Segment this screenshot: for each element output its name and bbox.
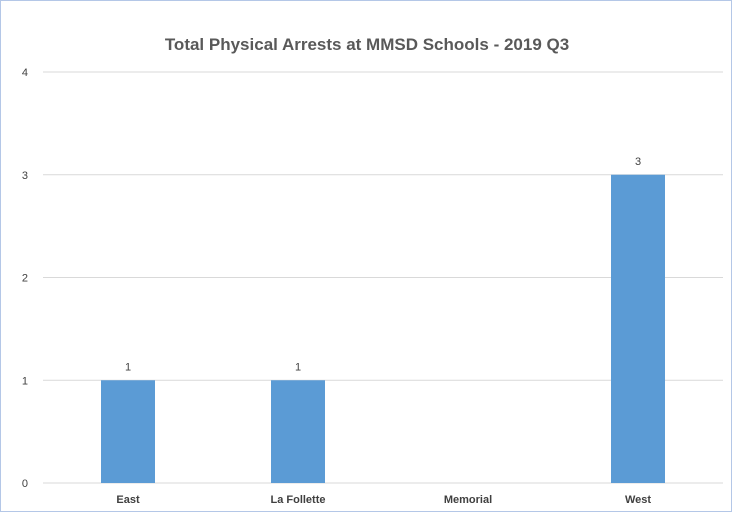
y-tick-label-3: 3 [22,170,28,182]
gridlines [43,71,723,484]
bars [101,174,665,483]
data-label-1: 1 [295,361,301,373]
data-label-3: 3 [635,156,641,168]
bar-east [101,380,155,483]
y-tick-label-1: 1 [22,375,28,387]
y-tick-label-4: 4 [22,67,28,79]
data-labels: 1 1 3 [125,156,641,374]
category-label-1: La Follette [270,494,325,506]
category-label-2: Memorial [444,494,492,506]
chart-title: Total Physical Arrests at MMSD Schools -… [165,35,569,54]
y-axis-tick-labels: 0 1 2 3 4 [22,67,28,490]
y-tick-label-2: 2 [22,273,28,285]
y-tick-label-0: 0 [22,478,28,490]
data-label-0: 1 [125,361,131,373]
category-label-0: East [116,494,140,506]
bar-west [611,174,665,483]
bar-la-follette [271,380,325,483]
x-axis-category-labels: East La Follette Memorial West [116,494,651,506]
category-label-3: West [625,494,651,506]
